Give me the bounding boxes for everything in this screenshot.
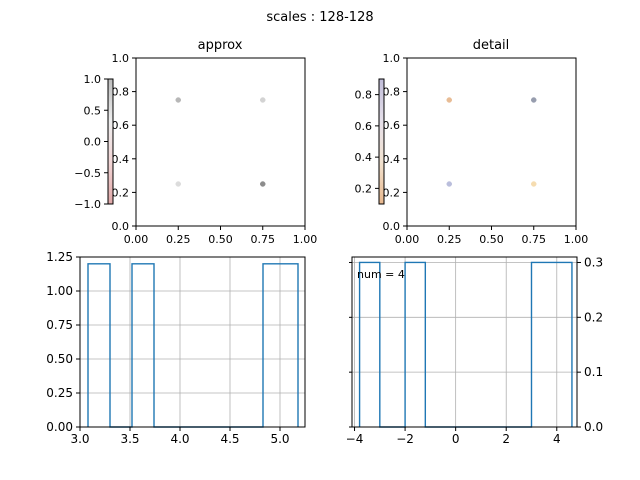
hist-right-annotation: num = 4	[357, 268, 405, 281]
hist-left-xtick-label-1: 3.5	[120, 432, 139, 446]
approx-point-1	[260, 97, 266, 103]
detail-ytick-label-2: 0.4	[383, 153, 401, 166]
detail-ytick-label-3: 0.6	[383, 119, 401, 132]
approx-ytick-label-3: 0.6	[112, 119, 130, 132]
approx-xtick-label-0: 0.00	[124, 233, 149, 246]
hist-left-ytick-label-1: 0.25	[46, 386, 73, 400]
hist-right-xtick-label-2: 0	[452, 432, 460, 446]
approx-axes-frame	[135, 57, 306, 227]
approx-colorbar-label-2: 0.0	[84, 136, 102, 149]
hist-left-axes-bg	[80, 257, 305, 427]
approx-xtick-label-2: 0.50	[208, 233, 233, 246]
hist-right-axes-bg	[352, 257, 577, 427]
approx-ytick-label-4: 0.8	[112, 86, 130, 99]
detail-ytick-label-4: 0.8	[383, 86, 401, 99]
approx-xtick-label-3: 0.75	[251, 233, 276, 246]
approx-ytick-label-5: 1.0	[112, 52, 130, 65]
detail-ytick-label-0: 0.0	[383, 220, 401, 233]
detail-point-2	[446, 181, 452, 187]
approx-ytick-label-2: 0.4	[112, 153, 130, 166]
detail-xtick-label-3: 0.75	[522, 233, 547, 246]
detail-axes-frame	[406, 57, 577, 227]
detail-point-0	[446, 97, 452, 103]
hist-left-ytick-label-4: 1.00	[46, 284, 73, 298]
approx-colorbar-label-1: 0.5	[84, 104, 102, 117]
detail-colorbar	[378, 78, 385, 205]
hist-left-ytick-label-0: 0.00	[46, 420, 73, 434]
hist-right-xtick-label-3: 2	[502, 432, 510, 446]
detail-ytick-label-5: 1.0	[383, 52, 401, 65]
detail-panel: detail 0.00 0.25 0.50 0.75 1.00 0.0 0.2 0.4 0.6 0…	[355, 38, 589, 246]
approx-colorbar-label-4: −1.0	[74, 198, 101, 211]
approx-panel: approx 0.00 0.25 0.50 0.75 1.00 0.0 0.2 0.4 0.6 0…	[74, 38, 317, 246]
hist-left-xtick-label-2: 4.0	[170, 432, 189, 446]
approx-point-0	[175, 97, 181, 103]
detail-xtick-label-0: 0.00	[395, 233, 420, 246]
hist-left-xtick-label-4: 5.0	[270, 432, 289, 446]
hist-right-xtick-label-0: −4	[346, 432, 364, 446]
hist-left-ytick-label-5: 1.25	[46, 250, 73, 264]
detail-xtick-label-2: 0.50	[479, 233, 504, 246]
detail-ytick-label-1: 0.2	[383, 186, 401, 199]
hist-left-ytick-label-3: 0.75	[46, 318, 73, 332]
hist-left-ytick-label-2: 0.50	[46, 352, 73, 366]
detail-colorbar-label-3: 0.2	[355, 182, 373, 195]
hist-right-ytick-label-1: 0.1	[584, 365, 603, 379]
detail-xtick-label-4: 1.00	[564, 233, 589, 246]
detail-point-1	[531, 97, 537, 103]
detail-colorbar-label-1: 0.6	[355, 120, 373, 133]
approx-ytick-label-0: 0.0	[112, 220, 130, 233]
detail-title: detail	[473, 38, 510, 53]
hist-right-step-outline	[358, 261, 573, 428]
figure-suptitle: scales : 128-128	[266, 10, 373, 25]
approx-xtick-label-1: 0.25	[166, 233, 191, 246]
approx-ytick-label-1: 0.2	[112, 186, 130, 199]
detail-point-3	[531, 181, 537, 187]
approx-title: approx	[198, 38, 243, 53]
hist-right-ytick-label-3: 0.3	[584, 255, 603, 269]
hist-right-panel: −4 −2 0 2 4 0.0 0.1 0.2 0.3 num = 4	[346, 255, 603, 446]
hist-right-ytick-label-0: 0.0	[584, 420, 603, 434]
detail-xtick-label-1: 0.25	[437, 233, 462, 246]
approx-point-2	[175, 181, 181, 187]
approx-colorbar-label-0: 1.0	[84, 73, 102, 86]
detail-colorbar-label-0: 0.8	[355, 89, 373, 102]
detail-colorbar-label-2: 0.4	[355, 151, 373, 164]
approx-colorbar-label-3: −0.5	[74, 167, 101, 180]
hist-right-xtick-label-1: −2	[396, 432, 414, 446]
hist-left-step-outline	[87, 263, 299, 428]
approx-xtick-label-4: 1.00	[293, 233, 318, 246]
hist-left-axes-frame	[79, 256, 306, 428]
hist-left-panel: 3.0 3.5 4.0 4.5 5.0 0.00 0.25 0.50 0.75 1.00 1.25	[46, 250, 306, 446]
hist-right-ytick-label-2: 0.2	[584, 310, 603, 324]
hist-left-xtick-label-3: 4.5	[220, 432, 239, 446]
hist-right-xtick-label-4: 4	[553, 432, 561, 446]
approx-point-3	[260, 181, 266, 187]
hist-right-axes-frame	[351, 256, 578, 428]
approx-colorbar	[107, 78, 114, 205]
hist-left-xtick-label-0: 3.0	[70, 432, 89, 446]
